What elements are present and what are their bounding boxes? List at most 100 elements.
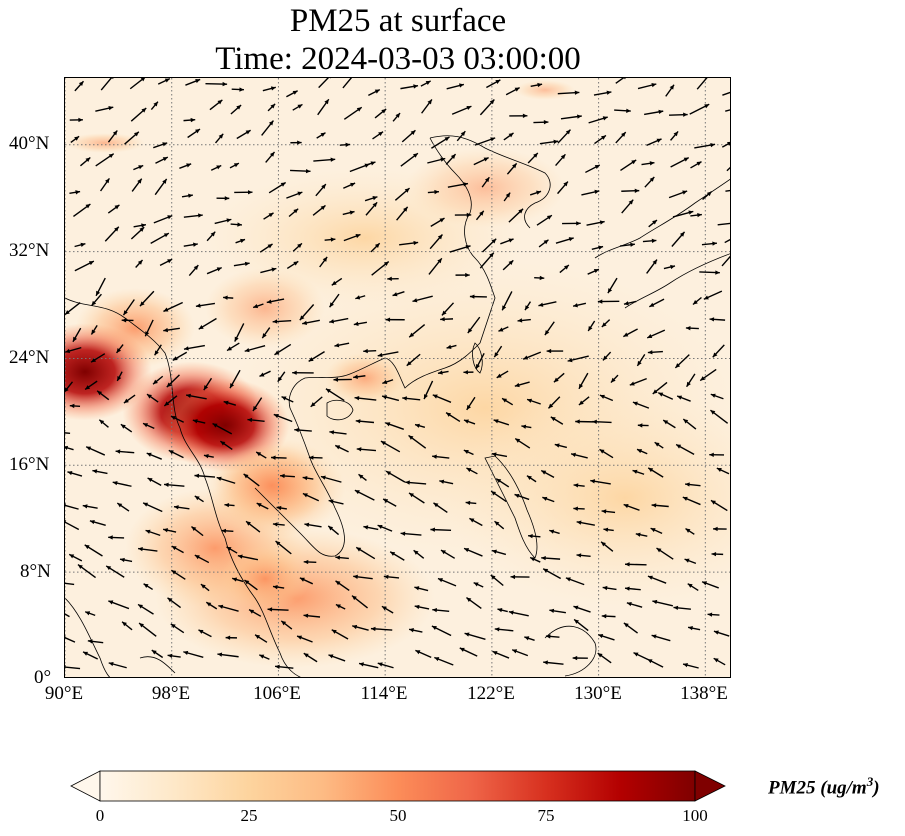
- wind-arrow: [637, 423, 649, 428]
- wind-arrow: [313, 157, 336, 162]
- wind-arrow: [354, 489, 375, 501]
- wind-arrow: [717, 222, 730, 226]
- wind-arrow: [632, 469, 645, 475]
- wind-arrow: [674, 354, 690, 369]
- wind-arrow: [216, 476, 236, 484]
- wind-arrow: [528, 533, 541, 539]
- wind-arrow: [542, 496, 555, 503]
- wind-arrow: [692, 296, 702, 306]
- wind-arrow: [526, 475, 537, 483]
- wind-arrow: [492, 650, 510, 659]
- wind-arrow: [84, 611, 96, 617]
- wind-arrow: [153, 214, 173, 224]
- wind-arrow: [318, 78, 331, 89]
- wind-arrow: [385, 317, 405, 322]
- wind-arrow: [405, 480, 427, 485]
- wind-arrow: [335, 580, 350, 592]
- wind-arrow: [247, 417, 265, 423]
- wind-arrow: [687, 583, 699, 592]
- wind-arrow: [84, 380, 98, 391]
- wind-arrow: [91, 293, 102, 307]
- wind-arrow: [65, 445, 74, 451]
- wind-arrow: [394, 187, 410, 201]
- wind-arrow: [194, 554, 210, 564]
- lon-tick-122: 122°E: [467, 683, 515, 704]
- wind-arrow: [587, 268, 600, 275]
- wind-arrow: [490, 490, 507, 503]
- wind-arrow: [364, 196, 378, 202]
- wind-arrow: [510, 574, 530, 580]
- lat-tick-32: 32°N: [9, 240, 50, 261]
- wind-arrow: [79, 156, 91, 167]
- wind-arrow: [547, 396, 561, 409]
- wind-arrow: [342, 210, 355, 216]
- wind-arrow: [286, 191, 303, 199]
- wind-arrow: [647, 575, 667, 584]
- colorbar-tick-0: 0: [95, 806, 105, 825]
- wind-arrow: [65, 582, 75, 586]
- wind-arrow: [625, 562, 647, 567]
- wind-arrow: [475, 352, 485, 370]
- wind-arrow: [226, 546, 238, 554]
- wind-arrow: [481, 176, 490, 188]
- wind-arrow: [231, 577, 244, 583]
- wind-arrow: [210, 164, 222, 171]
- wind-arrow: [198, 629, 212, 638]
- wind-arrow: [195, 302, 216, 308]
- wind-arrow: [491, 452, 508, 458]
- wind-arrow: [351, 595, 369, 609]
- wind-arrow: [112, 481, 132, 487]
- wind-arrow: [713, 657, 726, 666]
- wind-arrow: [124, 131, 140, 145]
- wind-arrow: [327, 525, 340, 536]
- wind-arrow: [121, 621, 133, 631]
- wind-arrow: [454, 212, 472, 218]
- wind-arrow: [514, 437, 531, 449]
- wind-arrow: [244, 345, 266, 353]
- wind-arrow: [406, 353, 421, 367]
- wind-arrow: [108, 661, 127, 669]
- wind-arrow: [437, 370, 449, 375]
- wind-arrow: [432, 607, 450, 613]
- wind-arrow: [150, 232, 170, 244]
- wind-arrow: [521, 424, 532, 429]
- wind-arrow: [315, 183, 327, 197]
- wind-arrow: [65, 301, 81, 316]
- wind-arrow: [544, 321, 555, 336]
- wind-arrow: [543, 660, 564, 665]
- wind-arrow: [573, 605, 591, 613]
- wind-arrow: [439, 479, 454, 485]
- wind-arrow: [328, 499, 344, 505]
- wind-arrow: [500, 238, 514, 245]
- wind-arrow: [335, 603, 346, 610]
- wind-arrow: [400, 84, 419, 90]
- wind-arrow: [263, 212, 274, 220]
- wind-arrow: [145, 529, 161, 537]
- wind-arrow: [170, 415, 184, 423]
- wind-arrow: [65, 503, 79, 510]
- lon-tick-138: 138°E: [680, 683, 728, 704]
- wind-arrow: [223, 400, 237, 406]
- wind-arrow: [385, 470, 406, 483]
- lon-tick-90: 90°E: [44, 683, 84, 704]
- wind-arrow: [514, 381, 530, 388]
- wind-arrow: [181, 193, 193, 198]
- wind-arrow: [423, 380, 434, 400]
- wind-arrow: [217, 652, 239, 658]
- wind-arrow: [65, 520, 80, 531]
- wind-arrow: [198, 317, 217, 330]
- wind-arrow: [414, 586, 429, 592]
- wind-arrow: [626, 601, 643, 608]
- wind-arrow: [187, 128, 201, 139]
- wind-arrow: [432, 454, 450, 459]
- wind-arrow: [147, 477, 162, 486]
- wind-arrow: [135, 259, 144, 268]
- wind-arrow: [601, 319, 611, 328]
- wind-arrow: [614, 108, 631, 113]
- wind-arrow: [377, 524, 393, 532]
- wind-arrow: [592, 419, 612, 424]
- wind-arrow: [219, 440, 233, 451]
- wind-arrow: [74, 242, 86, 248]
- wind-arrow: [725, 109, 730, 112]
- wind-arrow: [255, 451, 267, 459]
